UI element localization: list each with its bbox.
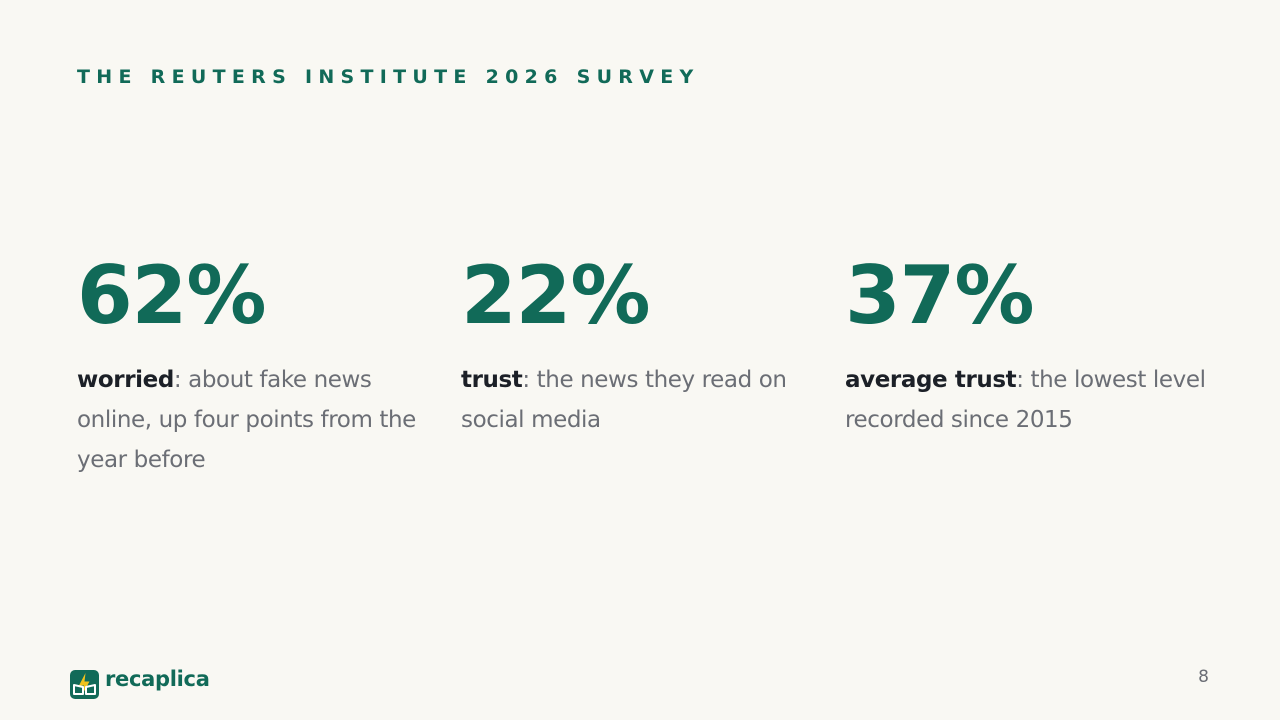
stat-keyword: average trust xyxy=(845,367,1017,393)
lightning-bolt-book-icon xyxy=(70,669,99,699)
stat-text: : about fake news online, up four points… xyxy=(77,367,416,473)
stat-description: worried: about fake news online, up four… xyxy=(77,360,449,480)
stat-value: 62% xyxy=(77,249,266,342)
brand-name: recaplica xyxy=(105,667,210,691)
page-number: 8 xyxy=(1198,667,1209,687)
slide-eyebrow-title: THE REUTERS INSTITUTE 2026 SURVEY xyxy=(77,66,700,88)
stat-keyword: trust xyxy=(461,367,523,393)
stat-description: average trust: the lowest level recorded… xyxy=(845,360,1217,440)
stat-text: : the news they read on social media xyxy=(461,367,787,433)
stat-keyword: worried xyxy=(77,367,174,393)
stat-average-trust: 37% average trust: the lowest level reco… xyxy=(845,250,1217,440)
stat-trust-social: 22% trust: the news they read on social … xyxy=(461,250,833,440)
stats-row: 62% worried: about fake news online, up … xyxy=(77,250,1227,490)
stat-value: 37% xyxy=(845,249,1034,342)
brand-logo: recaplica xyxy=(70,667,210,700)
stat-description: trust: the news they read on social medi… xyxy=(461,360,833,440)
stat-text: : the lowest level recorded since 2015 xyxy=(845,367,1206,433)
stat-value: 22% xyxy=(461,249,650,342)
stat-worried: 62% worried: about fake news online, up … xyxy=(77,250,449,480)
